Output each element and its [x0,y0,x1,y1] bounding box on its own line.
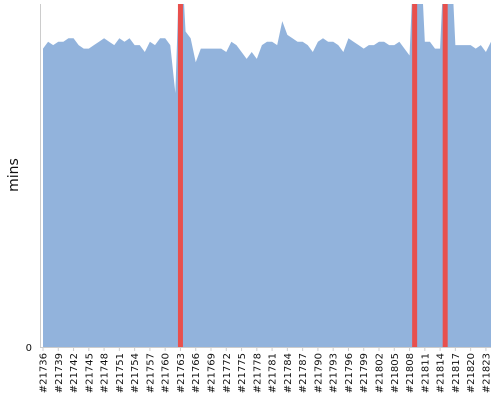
x-tick-label: #21748 [100,353,111,393]
x-tick-label: #21769 [207,353,218,393]
series-area [43,4,491,347]
x-tick-label: #21799 [359,353,370,393]
x-tick-label: #21766 [191,353,202,393]
x-tick-label: #21811 [420,353,431,393]
x-tick-label: #21790 [313,353,324,393]
x-tick-label: #21781 [268,353,279,393]
x-tick-label: #21805 [390,353,401,393]
x-tick-label: #21742 [69,353,80,393]
x-tick-label: #21778 [252,353,263,393]
x-tick-label: #21823 [481,353,492,393]
x-tick-label: #21796 [344,353,355,393]
x-tick-label: #21784 [283,353,294,393]
x-tick-label: #21775 [237,353,248,393]
x-tick-label: #21820 [466,353,477,393]
x-tick-label: #21739 [54,353,65,393]
x-tick-label: #21814 [436,353,447,393]
y-axis-label: mins [6,158,22,192]
x-tick-label: #21787 [298,353,309,393]
x-tick-label: #21757 [145,353,156,393]
x-tick-label: #21754 [130,353,141,393]
failure-marker [412,4,418,347]
x-tick-label: #21763 [176,353,187,393]
failure-marker [442,4,448,347]
x-tick-label: #21751 [115,353,126,393]
x-tick-label: #21745 [84,353,95,393]
failure-marker [177,4,183,347]
x-tick-label: #21760 [161,353,172,393]
x-tick-label: #21808 [405,353,416,393]
y-tick-label: 0 [26,343,32,354]
x-tick-label: #21736 [39,353,50,393]
x-tick-label: #21802 [375,353,386,393]
x-tick-label: #21817 [451,353,462,393]
x-tick-label: #21772 [222,353,233,393]
x-tick-label: #21793 [329,353,340,393]
